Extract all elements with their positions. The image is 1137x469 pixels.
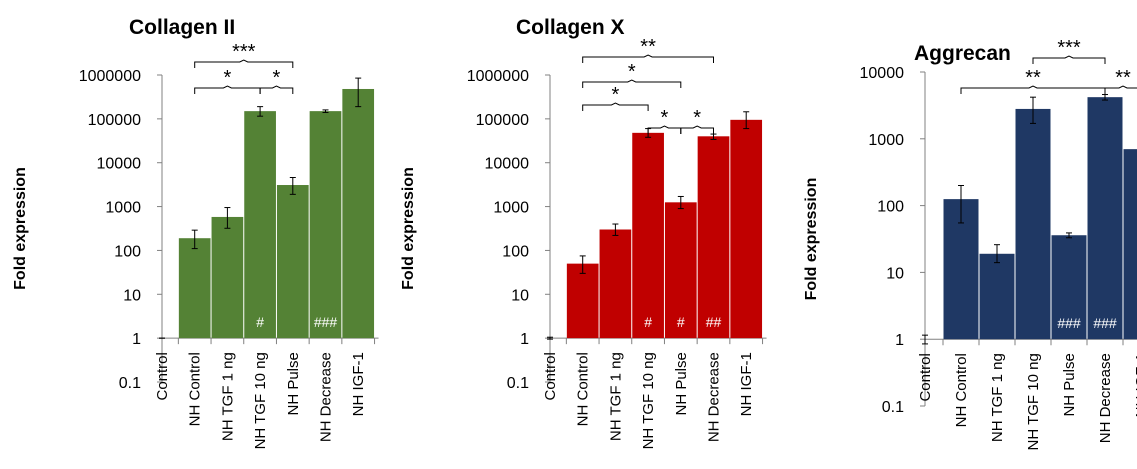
y-axis-label: Fold expression bbox=[400, 167, 417, 290]
chart-title: Collagen X bbox=[516, 16, 625, 39]
category-label: NH Control bbox=[575, 352, 592, 426]
y-tick-label: 10000 bbox=[860, 65, 905, 82]
y-tick-label: 100 bbox=[877, 199, 904, 216]
collagen-x-chart: Collagen X Fold expression 0.1 1 10 100 1000 10… bbox=[400, 16, 767, 449]
significance-label: *** bbox=[1057, 37, 1081, 59]
chart-title: Aggrecan bbox=[914, 42, 1011, 65]
y-tick-label: 1000 bbox=[105, 200, 141, 217]
y-tick-label: 1000000 bbox=[79, 68, 141, 85]
bar bbox=[664, 202, 697, 339]
y-tick-label: 10 bbox=[123, 287, 141, 304]
y-tick-label: 10000 bbox=[485, 156, 530, 173]
y-tick-label: 100 bbox=[502, 243, 529, 260]
bar bbox=[342, 88, 375, 339]
bar bbox=[244, 111, 276, 339]
category-label: NH Pulse bbox=[285, 352, 302, 415]
category-label: NH Decrease bbox=[706, 352, 723, 442]
bar bbox=[276, 185, 309, 339]
bar-annotation: # bbox=[256, 314, 264, 330]
category-label: NH Pulse bbox=[1061, 353, 1078, 416]
significance-bracket bbox=[194, 59, 294, 68]
bar-annotation: # bbox=[644, 314, 652, 330]
significance-label: *** bbox=[232, 41, 256, 63]
chart-title: Collagen II bbox=[129, 16, 235, 39]
significance-bracket bbox=[582, 79, 682, 88]
bar bbox=[697, 136, 730, 339]
category-label: NH TGF 10 ng bbox=[252, 352, 269, 449]
bar bbox=[632, 132, 664, 339]
category-label: NH TGF 10 ng bbox=[640, 352, 657, 449]
category-label: Control bbox=[154, 352, 171, 400]
bar bbox=[599, 229, 632, 339]
y-axis-label: Fold expression bbox=[803, 178, 820, 301]
significance-label: * bbox=[693, 107, 701, 129]
y-tick-label: 1 bbox=[520, 331, 529, 348]
bar bbox=[1123, 149, 1137, 340]
bar bbox=[178, 238, 211, 339]
y-tick-label: 0.1 bbox=[882, 399, 904, 416]
bar bbox=[979, 253, 1015, 340]
bar-annotation: ### bbox=[1093, 315, 1117, 331]
significance-label: * bbox=[628, 61, 636, 83]
y-tick-label: 1000 bbox=[868, 132, 904, 149]
y-axis-label: Fold expression bbox=[12, 167, 29, 290]
bar bbox=[730, 119, 763, 339]
category-label: NH Control bbox=[187, 352, 204, 426]
category-label: NH Control bbox=[953, 353, 970, 427]
y-tick-label: 1 bbox=[895, 332, 904, 349]
category-label: NH TGF 1 ng bbox=[607, 352, 624, 441]
category-label: Control bbox=[917, 353, 934, 401]
bar-annotation: ## bbox=[706, 314, 722, 330]
y-tick-label: 0.1 bbox=[507, 375, 529, 392]
category-label: NH Decrease bbox=[1097, 353, 1114, 443]
significance-bracket bbox=[1104, 85, 1137, 94]
bar bbox=[309, 111, 342, 339]
y-tick-label: 0.1 bbox=[119, 375, 141, 392]
bar bbox=[566, 263, 599, 339]
category-label: NH TGF 10 ng bbox=[1025, 353, 1042, 450]
bar bbox=[211, 216, 244, 339]
y-tick-label: 1000 bbox=[493, 200, 529, 217]
category-label: NH Decrease bbox=[318, 352, 335, 442]
aggrecan-chart: Aggrecan Fold expression 0.1 1 10 100 1000 1000… bbox=[803, 37, 1137, 450]
significance-bracket bbox=[1032, 55, 1106, 64]
significance-label: ** bbox=[640, 36, 656, 58]
bar-annotation: ### bbox=[314, 314, 338, 330]
significance-label: * bbox=[273, 67, 281, 89]
category-label: NH IGF-1 bbox=[738, 352, 755, 416]
significance-label: * bbox=[224, 67, 232, 89]
bar bbox=[1051, 235, 1087, 340]
significance-label: * bbox=[661, 107, 669, 129]
category-label: NH IGF-1 bbox=[1133, 353, 1137, 417]
y-tick-label: 10000 bbox=[97, 156, 142, 173]
significance-bracket bbox=[680, 125, 714, 134]
category-label: NH IGF-1 bbox=[350, 352, 367, 416]
category-label: NH Pulse bbox=[673, 352, 690, 415]
y-tick-label: 1 bbox=[132, 331, 141, 348]
bar bbox=[1015, 108, 1051, 340]
significance-label: ** bbox=[1025, 67, 1041, 89]
category-label: NH TGF 1 ng bbox=[989, 353, 1006, 442]
y-tick-label: 10 bbox=[511, 287, 529, 304]
category-label: Control bbox=[542, 352, 559, 400]
y-tick-label: 10 bbox=[886, 265, 904, 282]
bar bbox=[1087, 97, 1123, 340]
significance-bracket bbox=[259, 85, 294, 94]
y-tick-label: 100000 bbox=[476, 112, 529, 129]
significance-label: * bbox=[612, 84, 620, 106]
category-label: NH TGF 1 ng bbox=[219, 352, 236, 441]
bar-annotation: # bbox=[677, 314, 685, 330]
y-tick-label: 100 bbox=[114, 243, 141, 260]
y-tick-label: 100000 bbox=[88, 112, 141, 129]
significance-bracket bbox=[582, 54, 714, 63]
y-tick-label: 1000000 bbox=[467, 68, 529, 85]
significance-bracket bbox=[582, 102, 649, 111]
collagen-ii-chart: Collagen II Fold expression 0.1 1 10 100 1000 1… bbox=[12, 16, 379, 449]
significance-label: ** bbox=[1115, 67, 1131, 89]
bar-annotation: ### bbox=[1057, 315, 1081, 331]
